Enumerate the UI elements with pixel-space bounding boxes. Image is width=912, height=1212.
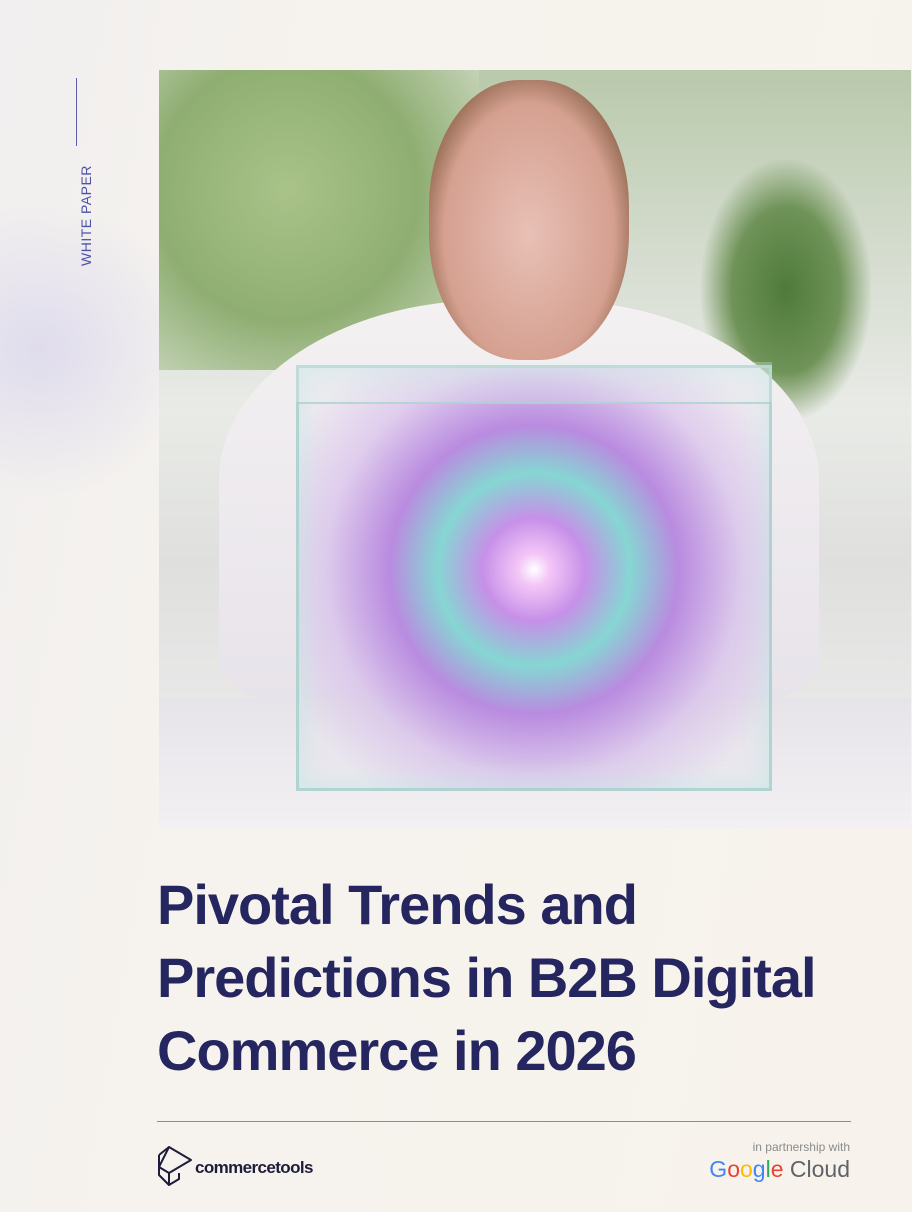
- photo-person-head: [429, 80, 629, 360]
- title-line: Predictions in B2B Digital: [157, 946, 817, 1009]
- side-divider: [76, 78, 77, 146]
- commercetools-logo: commercetools: [157, 1145, 313, 1187]
- logo-cloud-word: Cloud: [789, 1156, 850, 1182]
- logo-letter: l: [765, 1156, 771, 1182]
- google-cloud-logo: Google Cloud: [709, 1156, 850, 1183]
- document-type-label: WHITE PAPER: [78, 165, 94, 266]
- logo-letter: o: [727, 1156, 740, 1182]
- logo-letter: o: [739, 1156, 753, 1182]
- brand-name: commercetools: [195, 1158, 313, 1177]
- logo-letter: e: [770, 1156, 784, 1182]
- page-title: Pivotal Trends and Predictions in B2B Di…: [157, 868, 857, 1087]
- partnership-label: in partnership with: [752, 1140, 850, 1154]
- title-line: Commerce in 2026: [157, 1019, 637, 1082]
- cover-photo: [159, 70, 911, 828]
- photo-glass-cube-top: [296, 362, 772, 404]
- logo-letter: g: [752, 1156, 766, 1182]
- commercetools-cube-icon: [158, 1146, 192, 1186]
- photo-glass-cube-galaxy: [296, 365, 772, 791]
- footer-divider: [157, 1121, 851, 1122]
- title-line: Pivotal Trends and: [157, 873, 638, 936]
- logo-letter: G: [709, 1156, 728, 1182]
